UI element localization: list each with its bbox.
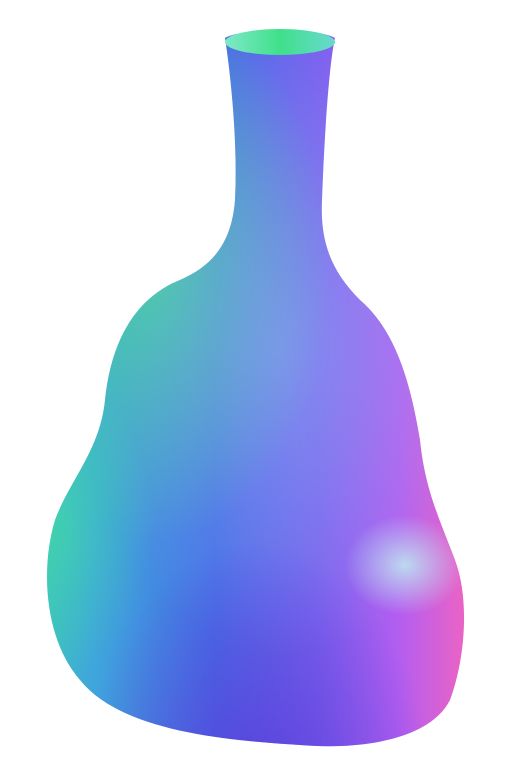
bottle-cap — [225, 29, 335, 55]
